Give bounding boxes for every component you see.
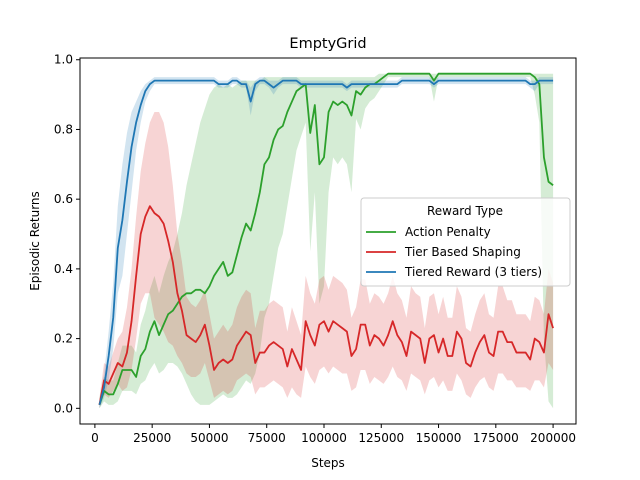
- legend-box: [360, 197, 571, 287]
- band-tier-based-shaping: [99, 112, 554, 409]
- legend-label-tiered-reward: Tiered Reward (3 tiers): [404, 265, 542, 279]
- y-tick-label: 0.4: [54, 262, 73, 276]
- y-tick-label: 1.0: [54, 53, 73, 67]
- band-action-penalty: [99, 73, 554, 409]
- legend-title: Reward Type: [427, 204, 503, 218]
- line-action-penalty: [98, 72, 554, 406]
- y-axis-ticks: 0.0 0.2 0.4 0.6 0.8 1.0: [54, 53, 80, 415]
- x-tick-label: 0: [91, 431, 99, 445]
- series-lines: [98, 72, 554, 406]
- y-tick-label: 0.6: [54, 192, 73, 206]
- line-tier-based-shaping: [98, 205, 554, 405]
- x-tick-label: 50000: [190, 431, 228, 445]
- x-tick-label: 75000: [248, 431, 286, 445]
- x-tick-label: 125000: [358, 431, 404, 445]
- y-tick-label: 0.2: [54, 332, 73, 346]
- y-tick-label: 0.8: [54, 122, 73, 136]
- x-axis-title: Steps: [311, 456, 345, 470]
- x-axis-ticks: 0 25000 50000 75000 100000 125000 150000 175000…: [91, 424, 576, 445]
- y-axis-title: Episodic Returns: [28, 191, 42, 291]
- line-tiered-reward-3-tiers: [98, 79, 554, 406]
- x-tick-label: 100000: [301, 431, 347, 445]
- legend-label-action-penalty: Action Penalty: [405, 225, 491, 239]
- x-tick-label: 175000: [473, 431, 519, 445]
- y-tick-label: 0.0: [54, 401, 73, 415]
- chart-title: EmptyGrid: [289, 36, 366, 52]
- x-tick-label: 200000: [530, 431, 576, 445]
- plot-frame: [79, 57, 577, 425]
- x-tick-label: 150000: [416, 431, 462, 445]
- confidence-bands: [99, 73, 554, 409]
- x-tick-label: 25000: [133, 431, 171, 445]
- legend-label-tier-based-shaping: Tier Based Shaping: [404, 245, 521, 259]
- legend: Reward Type Action Penalty Tier Based Sh…: [360, 197, 571, 287]
